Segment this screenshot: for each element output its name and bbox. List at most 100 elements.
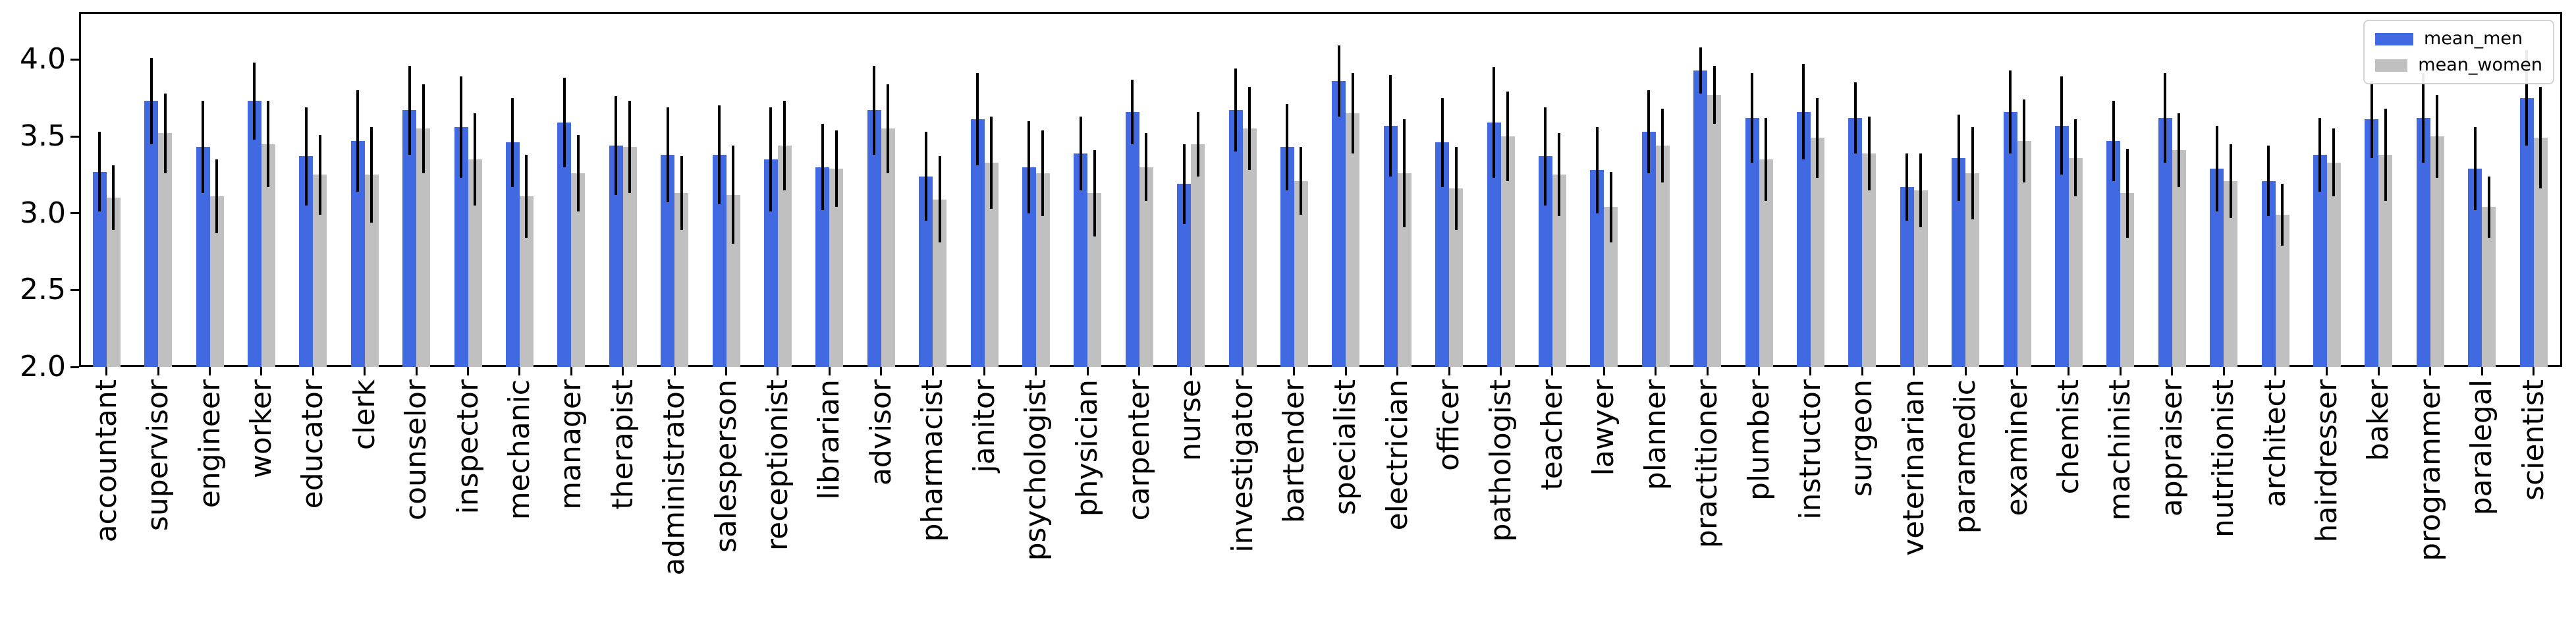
error-bar-mean_women-supervisor: [163, 93, 167, 173]
x-tick: [1190, 367, 1192, 375]
bar-mean_women-examiner: [2017, 141, 2031, 367]
bar-mean_women-educator: [313, 175, 327, 367]
x-tick: [2533, 367, 2535, 375]
bar-mean_women-receptionist: [777, 146, 792, 367]
bar-mean_women-paralegal: [2482, 207, 2496, 367]
x-tick: [880, 367, 883, 375]
x-tick: [1035, 367, 1037, 375]
x-tick-label-supervisor: supervisor: [141, 379, 175, 532]
x-tick-label-planner: planner: [1638, 379, 1672, 491]
x-tick: [1242, 367, 1244, 375]
bar-mean_women-officer: [1449, 188, 1464, 367]
error-bar-mean_women-surgeon: [1867, 116, 1871, 190]
error-bar-mean_men-examiner: [2009, 70, 2012, 153]
x-tick: [2480, 367, 2483, 375]
error-bar-mean_men-veterinarian: [1905, 153, 1909, 221]
error-bar-mean_men-officer: [1440, 97, 1444, 187]
error-bar-mean_men-psychologist: [1028, 121, 1031, 213]
x-tick: [828, 367, 831, 375]
error-bar-mean_women-salesperson: [732, 146, 734, 244]
bar-mean_men-electrician: [1383, 125, 1398, 367]
bar-mean_women-bartender: [1294, 180, 1308, 367]
x-tick-label-physician: physician: [1070, 379, 1105, 517]
x-tick-label-lawyer: lawyer: [1587, 379, 1621, 476]
bar-mean_men-pharmacist: [919, 176, 933, 367]
error-bar-mean_women-librarian: [835, 130, 838, 207]
error-bar-mean_men-educator: [304, 107, 308, 206]
x-tick-label-programmer: programmer: [2413, 379, 2447, 561]
bar-mean_women-engineer: [209, 196, 224, 367]
x-tick-label-baker: baker: [2361, 379, 2396, 461]
x-tick-label-hairdresser: hairdresser: [2309, 379, 2343, 543]
bar-mean_men-machinist: [2106, 141, 2121, 367]
x-tick: [1758, 367, 1760, 375]
bar-mean_women-lawyer: [1604, 207, 1618, 367]
bar-mean_women-practitioner: [1707, 95, 1722, 367]
x-tick: [2377, 367, 2380, 375]
error-bar-mean_women-pharmacist: [938, 156, 941, 242]
error-bar-mean_men-clerk: [356, 90, 360, 192]
bar-mean_women-investigator: [1242, 128, 1257, 367]
bar-mean_women-mechanic: [519, 196, 534, 367]
bar-mean_women-veterinarian: [1913, 190, 1928, 367]
y-tick: [70, 212, 79, 215]
x-tick-label-salesperson: salesperson: [709, 379, 743, 553]
error-bar-mean_men-instructor: [1802, 64, 1805, 159]
x-tick-label-nutritionist: nutritionist: [2206, 379, 2241, 538]
bar-mean_men-counselor: [402, 110, 417, 367]
x-tick-label-practitioner: practitioner: [1690, 379, 1724, 549]
bar-mean_men-lawyer: [1590, 170, 1604, 367]
error-bar-mean_women-hairdresser: [2332, 128, 2336, 196]
error-bar-mean_men-machinist: [2112, 101, 2115, 181]
y-tick: [70, 135, 79, 138]
error-bar-mean_women-scientist: [2539, 87, 2542, 189]
error-bar-mean_women-lawyer: [1609, 171, 1612, 242]
error-bar-mean_men-scientist: [2525, 50, 2528, 146]
x-tick-label-engineer: engineer: [192, 379, 227, 509]
error-bar-mean_women-paramedic: [1971, 127, 1974, 219]
bar-mean_women-physician: [1087, 193, 1102, 367]
error-bar-mean_men-practitioner: [1699, 47, 1702, 94]
error-bar-mean_men-supervisor: [150, 58, 153, 144]
x-tick-label-advisor: advisor: [863, 379, 898, 486]
error-bar-mean_men-librarian: [821, 124, 824, 210]
bar-mean_men-surgeon: [1848, 118, 1863, 367]
error-bar-mean_women-engineer: [215, 159, 218, 233]
error-bar-mean_men-hairdresser: [2318, 118, 2322, 192]
bar-mean_men-clerk: [350, 141, 365, 367]
x-tick-label-architect: architect: [2258, 379, 2292, 508]
bar-mean_men-nutritionist: [2210, 169, 2224, 367]
x-tick-label-paramedic: paramedic: [1948, 379, 1983, 534]
bar-mean_men-bartender: [1280, 147, 1294, 367]
legend-item-mean-women: mean_women: [2375, 55, 2542, 75]
error-bar-mean_women-examiner: [2023, 99, 2025, 182]
error-bar-mean_men-advisor: [873, 65, 876, 155]
bar-mean_men-veterinarian: [1900, 187, 1914, 367]
bar-mean_men-inspector: [454, 127, 468, 367]
x-tick: [467, 367, 469, 375]
error-bar-mean_men-accountant: [98, 132, 101, 212]
x-tick-label-veterinarian: veterinarian: [1896, 379, 1931, 556]
bar-mean_women-psychologist: [1035, 173, 1050, 367]
error-bar-mean_women-bartender: [1300, 147, 1303, 215]
error-bar-mean_men-paramedic: [1957, 115, 1960, 201]
x-tick-label-teacher: teacher: [1535, 379, 1569, 491]
bar-mean_women-inspector: [468, 159, 482, 367]
legend-label-mean-men: mean_men: [2424, 28, 2523, 49]
x-tick: [1293, 367, 1296, 375]
bar-mean_men-nurse: [1177, 184, 1192, 367]
error-bar-mean_women-administrator: [680, 156, 683, 231]
x-tick-label-nurse: nurse: [1174, 379, 1208, 461]
bar-mean_men-accountant: [92, 171, 107, 367]
bar-mean_women-chemist: [2068, 157, 2083, 367]
error-bar-mean_women-plumber: [1765, 118, 1767, 201]
x-tick-label-electrician: electrician: [1380, 379, 1414, 531]
bar-mean_women-administrator: [674, 193, 689, 367]
x-tick: [2326, 367, 2328, 375]
error-bar-mean_men-counselor: [408, 65, 411, 155]
x-tick-label-scientist: scientist: [2516, 379, 2550, 501]
error-bar-mean_men-baker: [2370, 81, 2373, 158]
legend-label-mean-women: mean_women: [2418, 55, 2542, 75]
error-bar-mean_men-mechanic: [511, 97, 514, 187]
error-bar-mean_women-mechanic: [525, 155, 528, 238]
